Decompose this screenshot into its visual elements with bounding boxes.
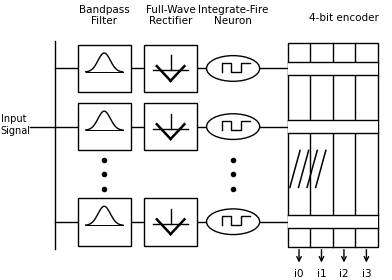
Text: i2: i2 — [339, 269, 349, 279]
Text: Bandpass
Filter: Bandpass Filter — [79, 4, 130, 26]
Text: Input
Signal: Input Signal — [1, 115, 31, 136]
Text: i0: i0 — [294, 269, 304, 279]
Bar — [144, 45, 197, 92]
Bar — [78, 198, 131, 246]
Bar — [288, 43, 377, 247]
Bar — [144, 198, 197, 246]
Text: Integrate-Fire
Neuron: Integrate-Fire Neuron — [198, 4, 268, 26]
Bar — [78, 45, 131, 92]
Text: i3: i3 — [361, 269, 371, 279]
Ellipse shape — [207, 114, 260, 139]
Bar — [288, 120, 377, 133]
Bar — [78, 103, 131, 150]
Bar — [144, 103, 197, 150]
Bar — [288, 62, 377, 75]
Text: 4-bit encoder: 4-bit encoder — [310, 13, 379, 23]
Ellipse shape — [207, 209, 260, 235]
Bar — [288, 215, 377, 228]
Text: Full-Wave
Rectifier: Full-Wave Rectifier — [146, 4, 196, 26]
Text: i1: i1 — [317, 269, 326, 279]
Ellipse shape — [207, 56, 260, 81]
